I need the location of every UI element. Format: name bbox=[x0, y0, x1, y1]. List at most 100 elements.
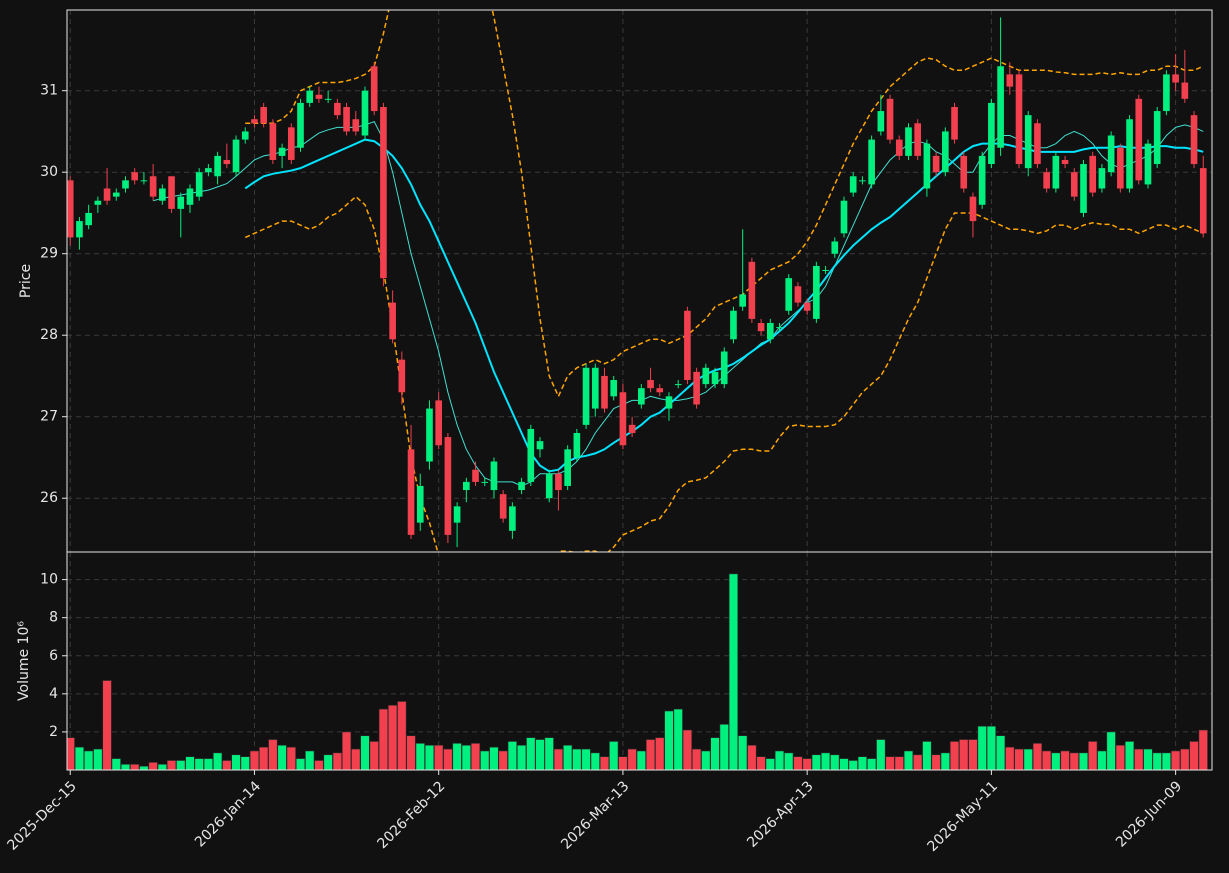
volume-bar bbox=[636, 750, 646, 770]
volume-bar bbox=[1152, 752, 1162, 770]
candle-body bbox=[822, 269, 829, 271]
candle-body bbox=[1034, 123, 1041, 165]
candle-body bbox=[251, 119, 258, 124]
volume-frame bbox=[66, 551, 1213, 771]
volume-bar bbox=[618, 756, 628, 770]
candle-body bbox=[1181, 82, 1189, 99]
candle-body bbox=[545, 473, 553, 499]
candle-body bbox=[711, 371, 719, 385]
volume-bar bbox=[1042, 750, 1052, 770]
candle-body bbox=[1052, 155, 1060, 189]
candle-body bbox=[886, 98, 894, 140]
volume-bar bbox=[176, 760, 186, 770]
candle-body bbox=[103, 188, 111, 201]
volume-bar bbox=[185, 756, 195, 770]
volume-bar bbox=[434, 744, 444, 770]
candle-body bbox=[757, 322, 765, 332]
volume-bar bbox=[572, 748, 582, 770]
volume-bar bbox=[673, 708, 683, 770]
volume-bar bbox=[756, 756, 766, 770]
candle-body bbox=[407, 449, 415, 535]
candle-body bbox=[868, 139, 875, 185]
volume-bar bbox=[74, 746, 85, 770]
candle-body bbox=[278, 147, 286, 156]
volume-bar bbox=[848, 760, 858, 770]
volume-bar bbox=[1161, 752, 1172, 770]
candle-body bbox=[1098, 168, 1106, 189]
volume-bar bbox=[461, 744, 471, 770]
candle-body bbox=[463, 481, 470, 491]
volume-bar bbox=[1189, 741, 1199, 770]
candle-body bbox=[610, 380, 618, 397]
candle-body bbox=[555, 473, 562, 491]
candle-body bbox=[1070, 172, 1078, 197]
volume-bar bbox=[728, 573, 739, 770]
candle-body bbox=[85, 212, 92, 226]
candle-body bbox=[168, 176, 175, 209]
candle-body bbox=[969, 196, 977, 222]
y-axis-label: Price bbox=[18, 264, 34, 298]
candle-body bbox=[490, 461, 498, 491]
y-tick-label: 29 bbox=[40, 246, 58, 262]
volume-bar bbox=[765, 758, 775, 770]
volume-bar bbox=[259, 746, 269, 770]
volume-bar bbox=[590, 752, 600, 770]
volume-bar bbox=[378, 708, 389, 770]
candle-body bbox=[564, 449, 571, 486]
candle-body bbox=[195, 172, 203, 197]
candle-body bbox=[453, 506, 461, 523]
candle-body bbox=[112, 192, 120, 197]
candle-body bbox=[389, 302, 396, 340]
overlay-line bbox=[244, 195, 1204, 552]
volume-bar bbox=[913, 754, 923, 770]
volume-bar bbox=[231, 754, 241, 770]
candle-body bbox=[591, 367, 599, 409]
volume-tick-label: 8 bbox=[49, 610, 58, 626]
candle-body bbox=[720, 351, 728, 385]
volume-tick-label: 6 bbox=[49, 648, 58, 664]
volume-bar bbox=[388, 704, 398, 770]
volume-bar bbox=[553, 748, 564, 770]
volume-panel bbox=[67, 573, 1208, 770]
volume-bar bbox=[563, 744, 573, 770]
candle-body bbox=[426, 408, 433, 462]
candle-body bbox=[260, 106, 267, 124]
volume-axis-label: Volume 10⁶ bbox=[16, 621, 32, 701]
volume-bar bbox=[857, 756, 868, 770]
volume-bar bbox=[1115, 744, 1125, 770]
candle-body bbox=[94, 200, 102, 205]
volume-bar bbox=[397, 701, 407, 770]
candle-body bbox=[1126, 119, 1133, 189]
volume-bar bbox=[940, 752, 950, 770]
candle-body bbox=[1043, 172, 1050, 189]
volume-bar bbox=[286, 746, 296, 770]
candle-body bbox=[601, 375, 608, 409]
candle-body bbox=[877, 111, 885, 132]
volume-bar bbox=[480, 750, 490, 770]
overlay-line bbox=[245, 10, 1204, 399]
volume-bar bbox=[507, 741, 518, 770]
volume-bar bbox=[203, 758, 214, 770]
volume-bar bbox=[903, 750, 914, 770]
candle-body bbox=[1006, 74, 1014, 87]
candle-body bbox=[951, 106, 958, 140]
volume-bar bbox=[1124, 741, 1135, 770]
volume-bar bbox=[710, 737, 720, 770]
volume-bar bbox=[240, 756, 250, 770]
candle-body bbox=[186, 188, 194, 205]
volume-bar bbox=[443, 748, 453, 770]
volume-tick-label: 10 bbox=[40, 572, 58, 588]
volume-bar bbox=[102, 680, 112, 770]
candle-body bbox=[978, 155, 986, 205]
volume-bar bbox=[120, 763, 131, 770]
volume-bar bbox=[516, 744, 527, 770]
candle-body bbox=[518, 481, 525, 491]
volume-bar bbox=[249, 750, 260, 770]
volume-bar bbox=[931, 754, 941, 770]
volume-bar bbox=[986, 725, 997, 770]
candle-body bbox=[122, 180, 129, 189]
candle-body bbox=[67, 180, 74, 238]
volume-bar bbox=[1134, 748, 1144, 770]
volume-bar bbox=[1180, 748, 1190, 770]
volume-tick-label: 4 bbox=[49, 686, 58, 702]
